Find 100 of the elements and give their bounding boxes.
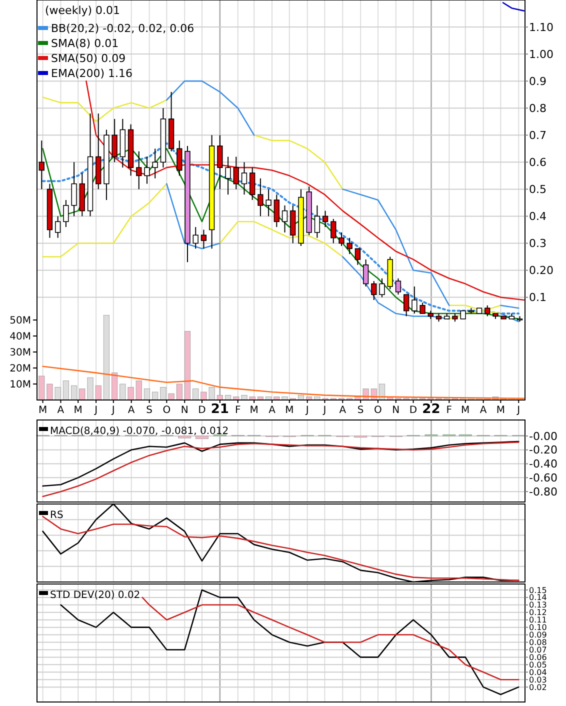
y2-tick-label: 10M — [10, 380, 31, 390]
candlestick — [412, 286, 418, 314]
bar — [103, 315, 110, 400]
y-tick-label: 0.02 — [529, 682, 547, 692]
x-tick-label: D — [409, 405, 418, 416]
x-tick-label: J — [94, 405, 98, 416]
candlestick — [274, 194, 280, 228]
y-tick-label: 0.9 — [529, 74, 546, 88]
y-tick-label: 0.11 — [529, 616, 547, 625]
y-tick-label: 0.14 — [529, 593, 547, 602]
x-tick-label: A — [57, 405, 64, 416]
x-tick-label: A — [339, 405, 346, 416]
candlestick — [176, 140, 182, 176]
line-series — [42, 440, 520, 487]
x-tick-label: 21 — [210, 402, 229, 417]
y-tick-label: -0.80 — [529, 485, 558, 498]
y2-tick-label: 50M — [10, 316, 31, 326]
candlestick — [379, 278, 385, 298]
x-tick-label: O — [374, 405, 382, 416]
x-tick-label: F — [446, 405, 452, 416]
candlestick — [225, 156, 231, 196]
bar — [112, 372, 118, 400]
y-tick-label: 0.12 — [529, 608, 547, 618]
y-tick-label: 0.04 — [529, 668, 547, 677]
x-tick-label: A — [128, 405, 135, 416]
bar — [184, 331, 191, 400]
x-tick-label: M — [74, 405, 82, 416]
y-tick-label: 0.1 — [529, 291, 546, 304]
y-tick-label: 1.00 — [529, 48, 554, 61]
legend-label: BB(20,2) -0.02, 0.02, 0.06 — [51, 22, 194, 35]
x-tick-label: N — [392, 405, 400, 416]
y-tick-label: 0.07 — [529, 646, 547, 655]
y-tick-label: 0.4 — [529, 210, 546, 224]
y-tick-label: 0.10 — [529, 623, 547, 632]
y-tick-label: -0.60 — [529, 472, 558, 485]
candlestick — [330, 218, 336, 244]
y2-tick-label: 40M — [10, 332, 31, 342]
candlestick — [338, 232, 344, 246]
x-tick-label: J — [322, 405, 326, 416]
candlestick — [346, 237, 352, 255]
candlestick — [322, 210, 328, 228]
x-tick-label: A — [480, 405, 487, 416]
y-tick-label: 0.3 — [529, 237, 546, 250]
legend-label: SMA(8) 0.01 — [51, 37, 119, 50]
candlestick — [152, 148, 158, 179]
y-tick-label: 0.7 — [529, 128, 546, 142]
x-tick-label: J — [110, 405, 115, 416]
text: MACD(8,40,9) -0.070, -0.081, 0.012 — [50, 426, 229, 437]
candlestick — [136, 150, 142, 190]
legend-label: EMA(200) 1.16 — [51, 67, 133, 80]
candlestick — [314, 204, 320, 238]
y-tick-label: -0.00 — [529, 430, 558, 443]
y-tick-label: -0.40 — [529, 458, 558, 471]
candlestick — [233, 156, 239, 190]
y-tick-label: 0.09 — [529, 630, 547, 640]
y-tick-label: 0.6 — [529, 156, 546, 170]
x-tick-label: S — [357, 405, 364, 416]
x-tick-label: 22 — [422, 402, 440, 417]
bar — [62, 380, 69, 400]
candlestick — [258, 178, 264, 217]
x-tick-label: D — [198, 405, 206, 416]
candlestick — [200, 229, 207, 250]
x-tick-label: N — [180, 405, 188, 416]
candlestick — [241, 162, 248, 196]
legend-label: SMA(50) 0.09 — [51, 52, 126, 65]
y-tick-label: -0.20 — [529, 444, 558, 457]
candlestick — [266, 188, 272, 217]
line-series — [42, 366, 524, 400]
y-tick-label: 0.03 — [529, 675, 547, 684]
y-tick-label: 0.05 — [529, 660, 547, 670]
y2-tick-label: 30M — [10, 348, 31, 358]
line-series — [86, 80, 524, 301]
candlestick — [192, 226, 198, 250]
y-tick-label: 0.08 — [529, 638, 547, 648]
x-tick-label: F — [234, 405, 241, 416]
x-tick-label: A — [268, 405, 276, 416]
y-tick-label: 0.8 — [529, 102, 546, 115]
chart-title: (weekly) 0.01 — [45, 4, 120, 17]
x-tick-label: M — [38, 405, 48, 416]
candlestick — [144, 156, 150, 184]
y-tick-label: 0.20 — [529, 264, 554, 278]
candlestick — [63, 200, 69, 228]
candlestick — [371, 280, 377, 300]
y-tick-label: 0.06 — [529, 652, 547, 662]
x-tick-label: M — [285, 405, 294, 416]
x-tick-label: J — [516, 405, 520, 416]
y-tick-label: 0.13 — [529, 600, 547, 610]
x-tick-label: M — [461, 405, 470, 416]
candlestick — [484, 304, 490, 317]
candlestick — [420, 302, 426, 314]
candlestick — [71, 162, 77, 217]
line-series — [142, 596, 520, 680]
y2-tick-label: 20M — [10, 364, 31, 374]
candlestick — [403, 294, 410, 317]
x-tick-label: O — [162, 405, 171, 416]
x-tick-label: S — [146, 405, 152, 416]
x-tick-label: J — [304, 405, 309, 416]
candlestick — [112, 118, 118, 163]
text: RS — [50, 510, 64, 521]
candlestick — [282, 204, 288, 233]
